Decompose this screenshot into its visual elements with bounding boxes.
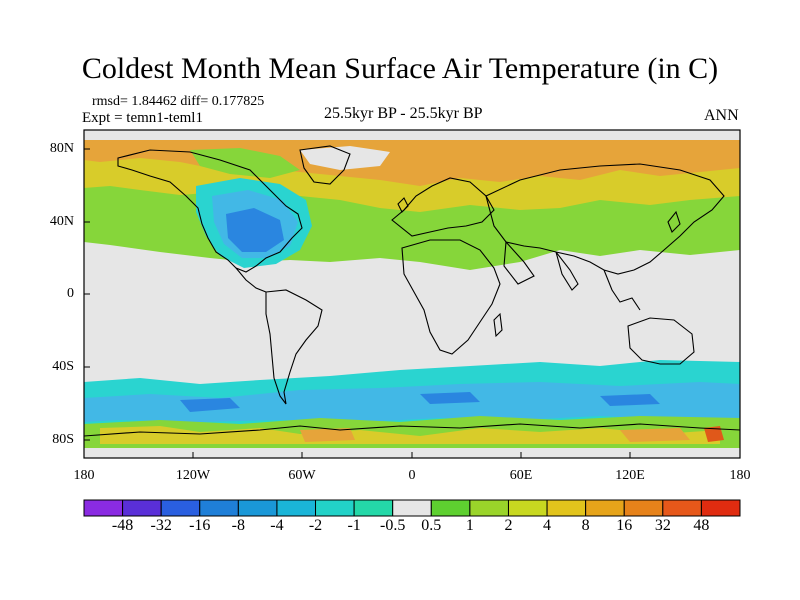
colorbar-label: -4 [270,517,284,534]
field-nh-green-patch [190,148,300,178]
colorbar [83,499,741,517]
coast-africa [401,239,501,355]
stats-line: rmsd= 1.84462 diff= 0.177825 [92,94,265,109]
field-ant-orange-2 [620,428,690,442]
coast-southeast-asia [603,269,641,311]
lon-label-0: 0 [408,468,416,483]
temperature-field [84,130,740,458]
coast-antarctica [84,423,740,437]
colorbar-label: -8 [231,517,245,534]
colorbar-swatch [276,499,317,517]
colorbar-label: 4 [543,517,552,534]
lon-label-60e: 60E [509,468,533,483]
colorbar-label: 32 [654,517,671,534]
lon-label-180w: 180 [73,468,95,483]
lat-label-40n: 40N [49,214,74,229]
lat-label-0: 0 [67,286,74,301]
field-ant-red [704,426,724,442]
colorbar-swatch [585,499,625,517]
coast-asia [485,163,725,275]
coast-british-isles [397,197,409,213]
coast-madagascar [493,312,503,338]
period-label: 25.5kyr BP - 25.5kyr BP [324,105,483,122]
colorbar-label: 1 [465,517,474,534]
colorbar-label: 8 [581,517,590,534]
field-so-lightblue [84,382,740,422]
colorbar-swatch [199,499,239,517]
coast-south-america [265,289,323,405]
chart-title: Coldest Month Mean Surface Air Temperatu… [81,52,719,85]
colorbar-label: -32 [150,517,172,534]
colorbar-swatch [122,499,162,517]
lon-label-120w: 120W [175,468,211,483]
axis-ticks [84,148,631,458]
lat-label-40s: 40S [52,359,74,374]
colorbar-swatch [237,499,278,517]
colorbar-swatch [430,499,471,517]
colorbar-label: -16 [189,517,211,534]
colorbar-swatch [160,499,201,517]
coast-central-america [235,267,267,293]
colorbar-swatch [662,499,702,517]
field-ant-orange-1 [300,428,355,442]
colorbar-swatch [353,499,394,517]
coast-japan [667,210,681,233]
coast-europe [391,177,495,237]
coast-australia [627,317,695,365]
colorbar-label: 2 [504,517,513,534]
colorbar-swatch [700,499,741,517]
lon-label-180e: 180 [729,468,751,483]
colorbar-label: -0.5 [380,517,406,534]
colorbar-label: 0.5 [421,517,442,534]
coast-greenland [299,145,351,185]
season-label: ANN [704,107,739,124]
colorbar-swatch [546,499,587,517]
field-nh-neutral-patch [300,146,390,170]
lat-label-80n: 80N [49,141,74,156]
coast-india [555,251,579,291]
coast-arabia [503,240,535,285]
field-so-blue-1 [180,398,240,412]
colorbar-label: -2 [308,517,323,534]
experiment-label: Expt = temn1-teml1 [82,110,203,126]
field-na-blue [226,208,284,252]
field-so-blue-3 [600,394,660,406]
colorbar-swatch [83,499,124,517]
lon-label-120e: 120E [615,468,645,483]
lon-label-60w: 60W [288,468,316,483]
colorbar-label: 16 [616,517,633,534]
coastlines [84,145,740,437]
colorbar-label: 48 [693,517,710,534]
lat-label-80s: 80S [52,432,74,447]
colorbar-swatch [392,499,432,517]
colorbar-swatch [469,499,509,517]
colorbar-swatch [315,499,355,517]
field-so-blue-2 [420,392,480,404]
colorbar-swatch [507,499,548,517]
colorbar-label: -1 [347,517,361,534]
colorbar-label: -48 [111,517,134,534]
colorbar-swatch [623,499,664,517]
coast-north-america [117,149,303,273]
